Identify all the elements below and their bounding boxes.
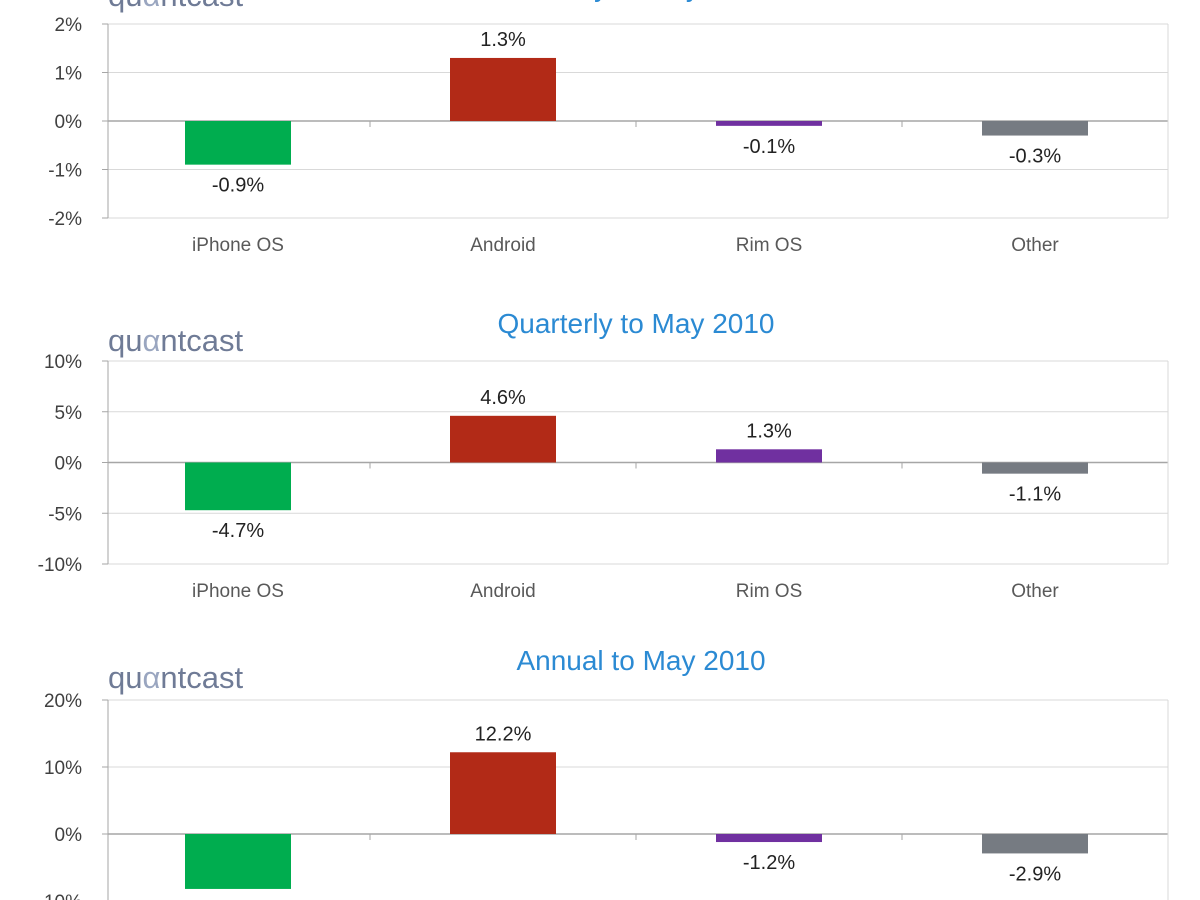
y-tick-label: 1%: [55, 64, 83, 85]
x-category-label: Android: [470, 581, 536, 602]
x-category-label: iPhone OS: [192, 235, 284, 256]
chart-title: Annual to May 2010: [516, 645, 765, 676]
bar-android: [450, 57, 556, 121]
bar-other: [982, 834, 1088, 854]
y-tick-label: -1%: [48, 161, 82, 182]
data-label: -0.3%: [1009, 146, 1061, 168]
bar-other: [982, 121, 1088, 136]
y-tick-label: 0%: [55, 454, 83, 475]
data-label: 4.6%: [480, 387, 526, 409]
data-label: 12.2%: [475, 723, 532, 745]
bar-android: [450, 415, 556, 463]
y-tick-label: 5%: [55, 403, 83, 424]
y-tick-label: -2%: [48, 209, 82, 230]
x-category-label: Other: [1011, 235, 1059, 256]
bar-iphone-os: [185, 834, 291, 889]
chart-panel-1: 2% 1% 0% -1% -2% -0.9% iPhone OS 1.3% Android -0.…: [48, 0, 1169, 256]
y-tick-label: 0%: [55, 112, 83, 133]
x-category-label: Android: [470, 235, 536, 256]
quantcast-logo: quαntcast: [108, 323, 244, 358]
data-label: -0.1%: [743, 136, 795, 158]
bar-rim-os: [716, 834, 822, 843]
chart-panel-2: 10% 5% 0% -5% -10% -4.7% iPhone OS 4.6% Android 1…: [38, 308, 1169, 602]
y-tick-label: -10%: [38, 892, 82, 900]
data-label: -0.9%: [212, 175, 264, 197]
bar-other: [982, 462, 1088, 474]
y-tick-label: 10%: [44, 352, 82, 373]
x-category-label: Rim OS: [736, 581, 803, 602]
data-label: -1.1%: [1009, 484, 1061, 506]
bar-rim-os: [716, 449, 822, 463]
data-label: -2.9%: [1009, 863, 1061, 885]
quantcast-logo: quαntcast: [108, 0, 244, 13]
x-category-label: Other: [1011, 581, 1059, 602]
data-label: -1.2%: [743, 852, 795, 874]
bar-iphone-os: [185, 121, 291, 165]
chart-title: Quarterly to May 2010: [497, 308, 774, 339]
data-label: 1.3%: [746, 420, 792, 442]
bar-rim-os: [716, 121, 822, 126]
chart-panel-3: 20% 10% 0% -10% 12.2% -1.2% -2.9% Annual to May…: [38, 645, 1169, 900]
y-tick-label: 10%: [44, 758, 82, 779]
y-tick-label: 0%: [55, 825, 83, 846]
bar-android: [450, 752, 556, 834]
y-tick-label: -10%: [38, 555, 82, 576]
y-tick-label: -5%: [48, 504, 82, 525]
chart-title: Monthly to May 2010: [510, 0, 770, 2]
y-tick-label: 2%: [55, 15, 83, 36]
bar-iphone-os: [185, 462, 291, 511]
data-label: 1.3%: [480, 29, 526, 51]
y-tick-label: 20%: [44, 691, 82, 712]
x-category-label: Rim OS: [736, 235, 803, 256]
data-label: -4.7%: [212, 520, 264, 542]
x-category-label: iPhone OS: [192, 581, 284, 602]
quantcast-logo: quαntcast: [108, 660, 244, 695]
